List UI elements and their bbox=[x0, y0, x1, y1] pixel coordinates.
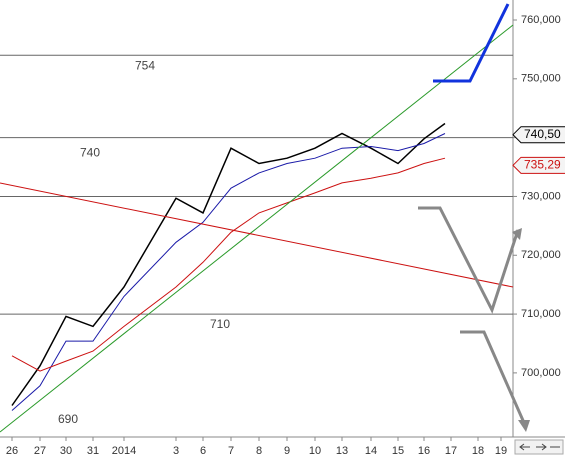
x-tick-label: 31 bbox=[87, 445, 99, 457]
annotation: 690 bbox=[58, 412, 78, 426]
x-tick-label: 26 bbox=[6, 445, 18, 457]
x-tick-label: 3 bbox=[173, 445, 179, 457]
x-tick-label: 8 bbox=[256, 445, 262, 457]
y-tick-label: 730,000 bbox=[521, 190, 561, 202]
tag-label: 735,29 bbox=[524, 158, 561, 172]
y-tick-label: 750,000 bbox=[521, 73, 561, 85]
x-tick-label: 9 bbox=[284, 445, 290, 457]
y-tick-label: 700,000 bbox=[521, 367, 561, 379]
nav-buttons[interactable] bbox=[514, 439, 564, 455]
x-tick-label: 7 bbox=[228, 445, 234, 457]
x-tick-label: 30 bbox=[60, 445, 72, 457]
last-value-tag: 735,29 bbox=[512, 156, 565, 174]
y-tick-label: 720,000 bbox=[521, 249, 561, 261]
nav-icon bbox=[519, 443, 560, 451]
y-tick-label: 760,000 bbox=[521, 14, 561, 26]
x-tick-label: 10 bbox=[309, 445, 321, 457]
series-line bbox=[11, 157, 446, 372]
tag-label: 740,50 bbox=[524, 127, 561, 141]
projection-arrow bbox=[460, 330, 527, 426]
y-tick-label: 710,000 bbox=[521, 308, 561, 320]
x-tick-label: 16 bbox=[418, 445, 430, 457]
arrow-head bbox=[518, 420, 530, 432]
x-tick-label: 15 bbox=[392, 445, 404, 457]
annotation: 710 bbox=[210, 317, 230, 331]
x-tick-label: 2014 bbox=[112, 445, 136, 457]
x-tick-label: 18 bbox=[472, 445, 484, 457]
trend-line bbox=[0, 182, 514, 288]
x-tick-label: 13 bbox=[336, 445, 348, 457]
x-tick-label: 14 bbox=[365, 445, 377, 457]
annotation: 740 bbox=[80, 146, 100, 160]
projection bbox=[433, 3, 510, 83]
tag-box bbox=[512, 156, 565, 174]
projection-arrow bbox=[418, 206, 520, 314]
x-tick-label: 6 bbox=[200, 445, 206, 457]
series-line bbox=[11, 122, 446, 406]
x-tick-label: 19 bbox=[495, 445, 507, 457]
tag-box bbox=[512, 126, 565, 144]
last-value-tag: 740,50 bbox=[512, 126, 565, 144]
arrow-head bbox=[512, 228, 522, 240]
x-tick-label: 17 bbox=[445, 445, 457, 457]
trend-line bbox=[0, 24, 514, 433]
series-line bbox=[11, 133, 446, 411]
annotation: 754 bbox=[135, 59, 155, 73]
x-tick-label: 27 bbox=[34, 445, 46, 457]
